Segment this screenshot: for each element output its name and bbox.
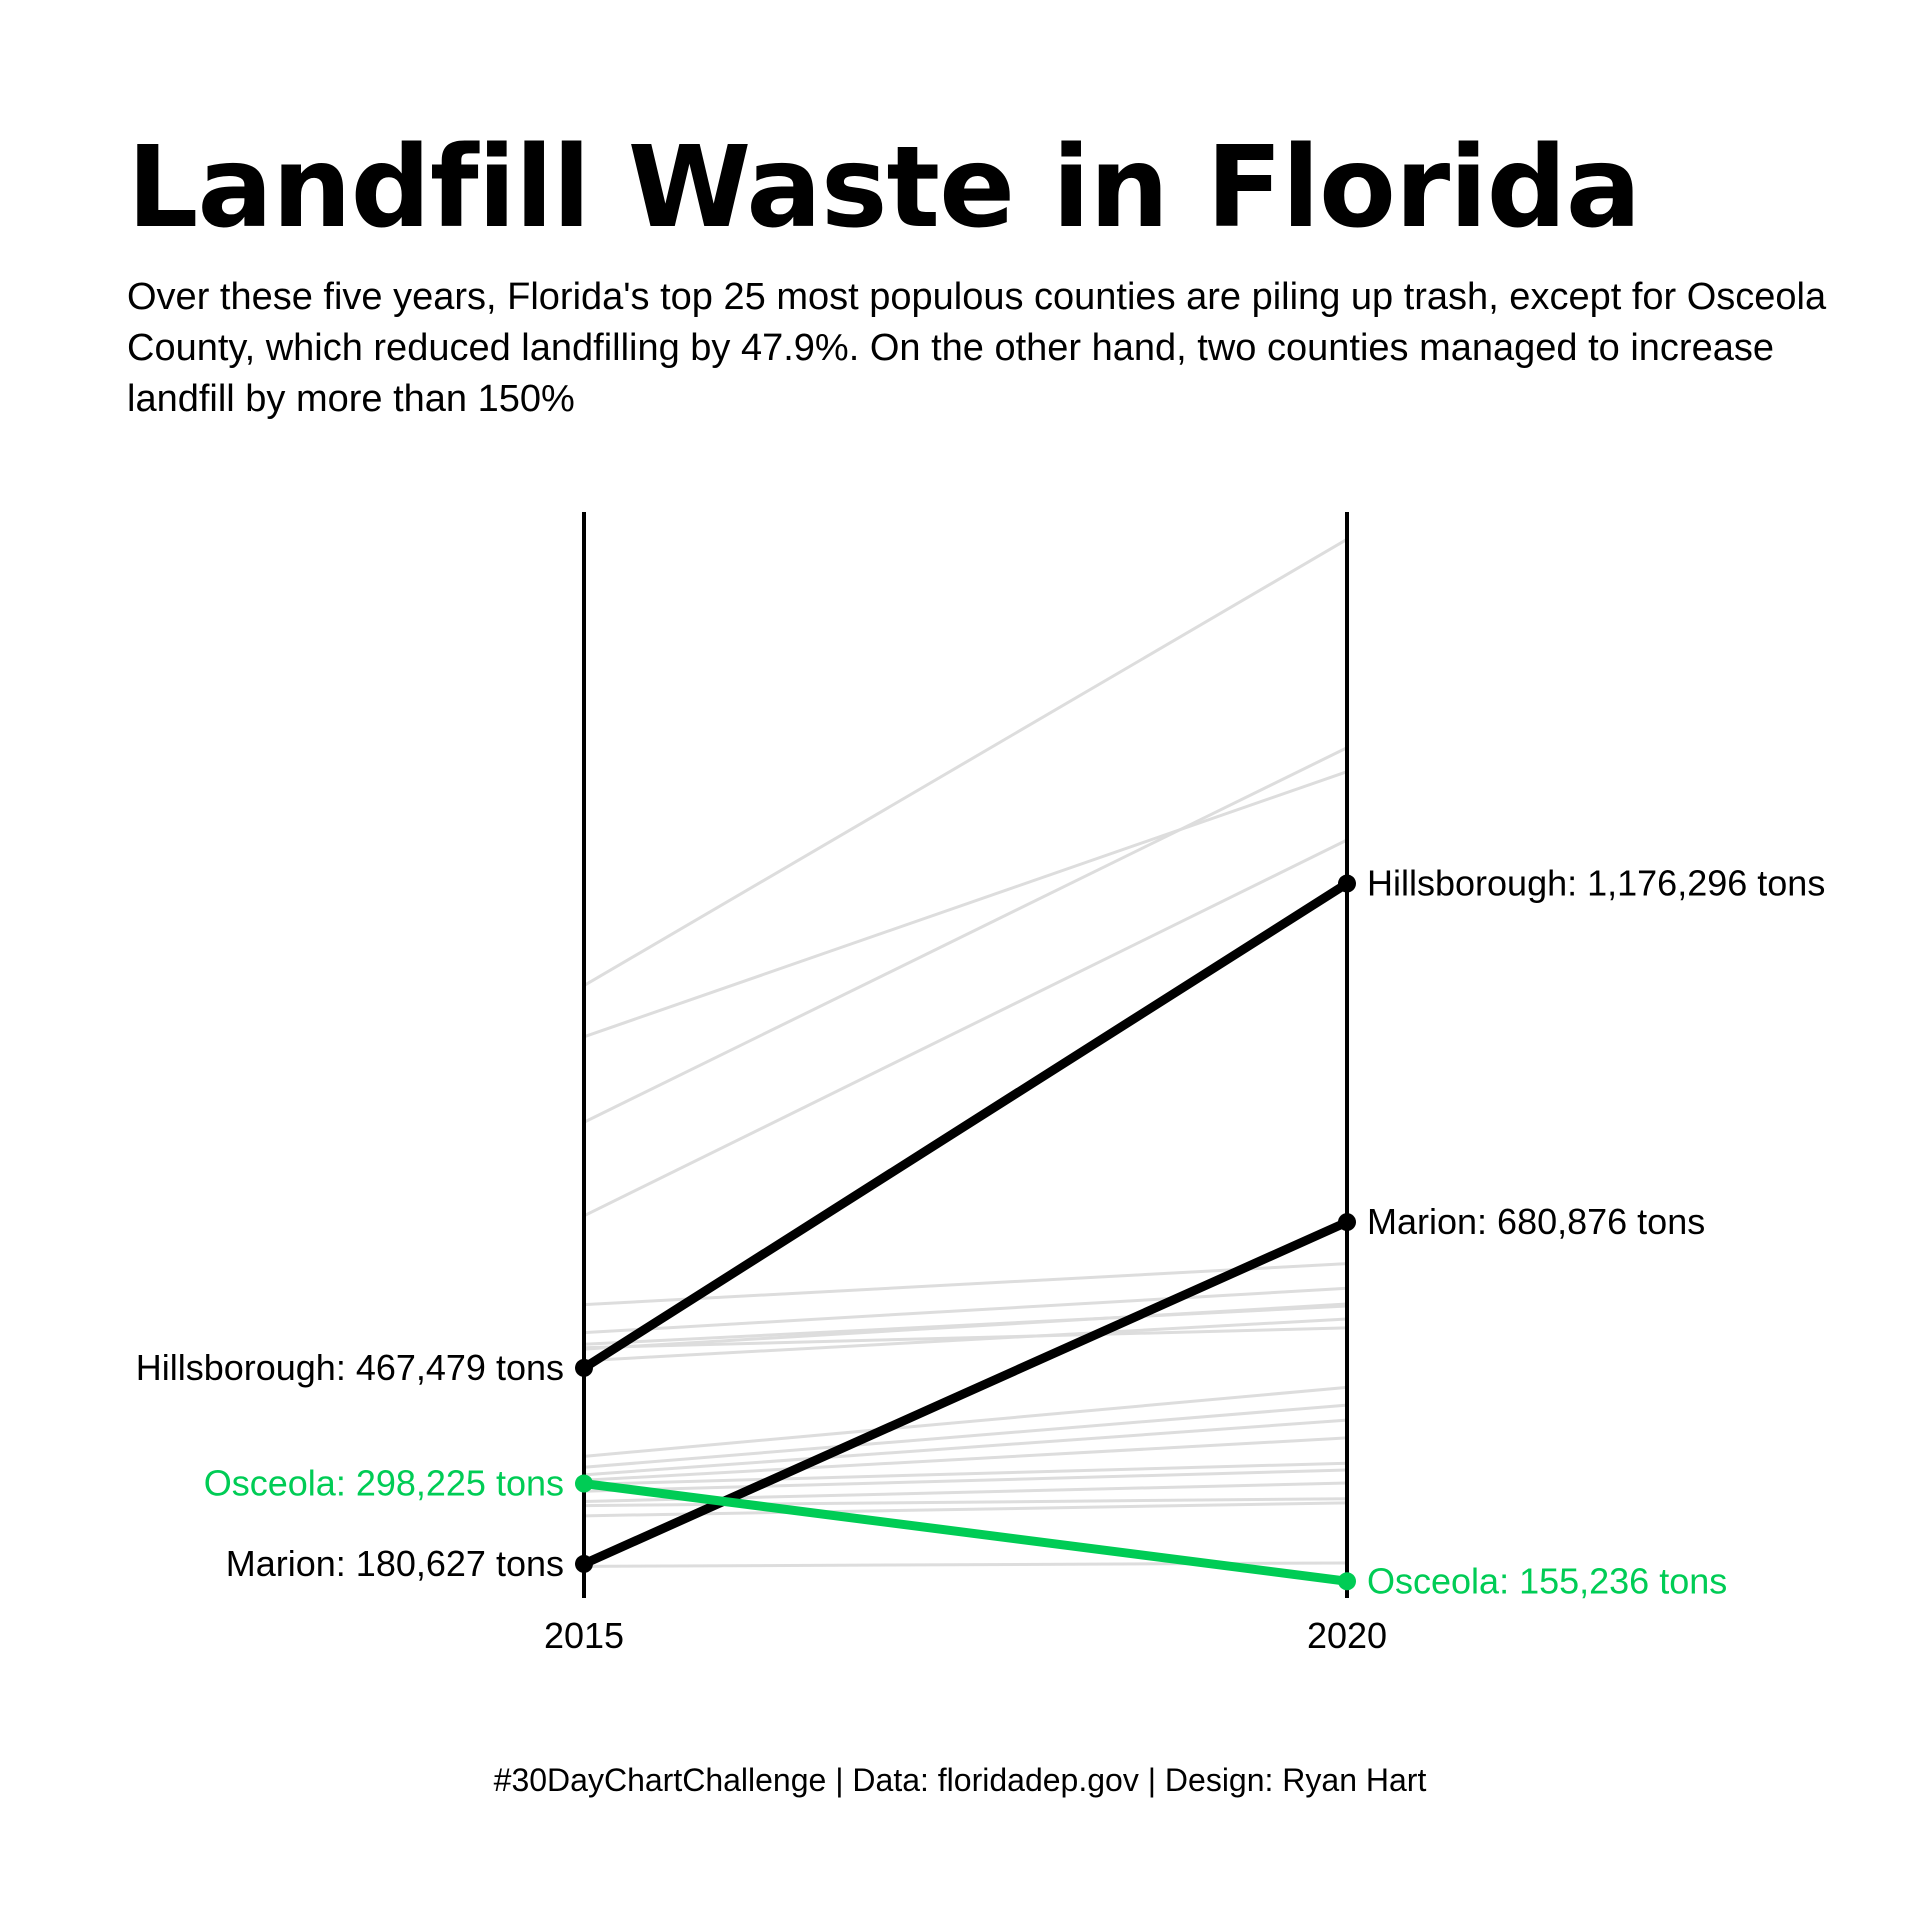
point-hillsborough-2015 [575, 1358, 593, 1377]
background-series-line [583, 1262, 1348, 1307]
background-series-line [583, 1418, 1348, 1477]
background-series-lines [583, 538, 1348, 1568]
background-series-line [583, 1461, 1348, 1486]
background-series-line [583, 838, 1348, 1218]
chart-title: Landfill Waste in Florida [127, 123, 1641, 253]
background-series-line [583, 1501, 1348, 1518]
background-series-line [583, 1317, 1348, 1363]
chart-caption: #30DayChartChallenge | Data: floridadep.… [493, 1762, 1427, 1798]
highlighted-series-lines [575, 874, 1356, 1591]
x-tick-2015: 2015 [544, 1615, 624, 1656]
background-series-line [583, 1468, 1348, 1493]
point-marion-2020 [1338, 1213, 1356, 1232]
background-series-line [583, 1403, 1348, 1469]
background-series-line [583, 770, 1348, 1039]
x-tick-2020: 2020 [1307, 1615, 1387, 1656]
label-marion-2020: Marion: 680,876 tons [1367, 1201, 1705, 1242]
label-hillsborough-2015: Hillsborough: 467,479 tons [136, 1347, 564, 1388]
background-series-line [583, 1385, 1348, 1458]
series-line-hillsborough [579, 879, 1352, 1373]
background-series-line [583, 538, 1348, 987]
point-hillsborough-2020 [1338, 874, 1356, 893]
label-osceola-2015: Osceola: 298,225 tons [204, 1463, 564, 1504]
label-osceola-2020: Osceola: 155,236 tons [1367, 1560, 1727, 1601]
label-hillsborough-2020: Hillsborough: 1,176,296 tons [1367, 863, 1825, 904]
series-line-marion [579, 1217, 1352, 1569]
chart-subtitle: Over these five years, Florida's top 25 … [127, 276, 1827, 420]
point-osceola-2015 [575, 1474, 593, 1493]
background-series-line [583, 1302, 1348, 1351]
background-series-line [583, 1286, 1348, 1335]
series-line-osceola [579, 1479, 1352, 1586]
background-series-line [583, 1326, 1348, 1350]
point-marion-2015 [575, 1554, 593, 1573]
label-marion-2015: Marion: 180,627 tons [226, 1543, 564, 1584]
background-series-line [583, 1436, 1348, 1482]
point-osceola-2020 [1338, 1572, 1356, 1591]
background-series-line [583, 746, 1348, 1124]
